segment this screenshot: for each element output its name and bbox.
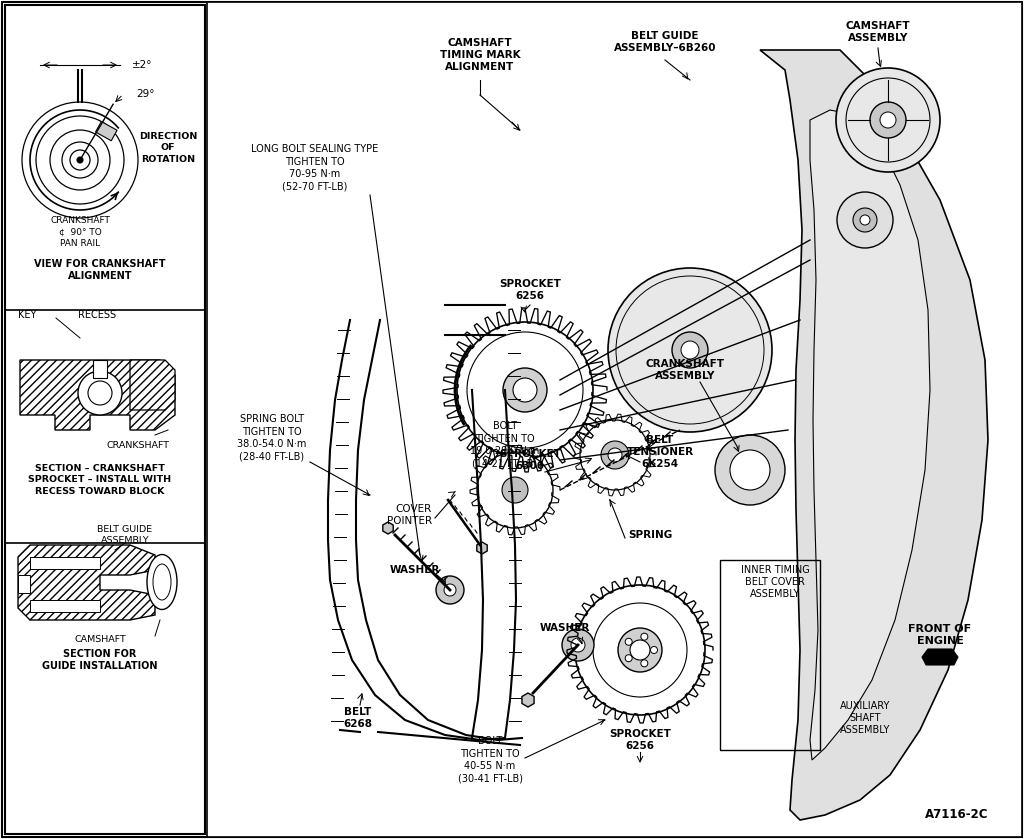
Text: INNER TIMING
BELT COVER
ASSEMBLY: INNER TIMING BELT COVER ASSEMBLY	[740, 565, 809, 599]
Circle shape	[608, 448, 622, 462]
Text: SPROCKET
6306: SPROCKET 6306	[499, 449, 561, 472]
Circle shape	[626, 638, 632, 645]
Text: CAMSHAFT
ASSEMBLY: CAMSHAFT ASSEMBLY	[846, 21, 910, 43]
Circle shape	[672, 332, 708, 368]
Circle shape	[618, 628, 662, 672]
Polygon shape	[18, 545, 155, 620]
Circle shape	[601, 441, 629, 469]
Circle shape	[715, 435, 785, 505]
Polygon shape	[477, 542, 487, 554]
Circle shape	[513, 378, 537, 402]
Polygon shape	[810, 110, 930, 760]
Circle shape	[853, 208, 877, 232]
Circle shape	[77, 157, 83, 163]
Bar	[30, 557, 100, 569]
Polygon shape	[130, 360, 175, 410]
Circle shape	[650, 647, 657, 654]
Text: SPRING BOLT
TIGHTEN TO
38.0-54.0 N·m
(28-40 FT-LB): SPRING BOLT TIGHTEN TO 38.0-54.0 N·m (28…	[238, 414, 306, 461]
Text: A7116-2C: A7116-2C	[925, 809, 988, 821]
Text: CAMSHAFT: CAMSHAFT	[74, 635, 126, 644]
Circle shape	[580, 420, 650, 490]
Text: VIEW FOR CRANKSHAFT
ALIGNMENT: VIEW FOR CRANKSHAFT ALIGNMENT	[34, 258, 166, 281]
Bar	[30, 600, 100, 612]
Circle shape	[477, 452, 553, 528]
Circle shape	[444, 584, 456, 596]
Text: BOLT
TIGHTEN TO
40-55 N·m
(30-41 FT-LB): BOLT TIGHTEN TO 40-55 N·m (30-41 FT-LB)	[458, 737, 522, 784]
Text: BOLT
TIGHTEN TO
19.0-29.0 N·m
(14-21 FT-LB): BOLT TIGHTEN TO 19.0-29.0 N·m (14-21 FT-…	[470, 421, 540, 469]
Text: CRANKSHAFT: CRANKSHAFT	[106, 440, 170, 450]
Text: WASHER: WASHER	[390, 565, 440, 575]
Text: BELT GUIDE
ASSEMBLY: BELT GUIDE ASSEMBLY	[97, 525, 153, 545]
Bar	[5, 5, 205, 834]
Circle shape	[502, 477, 528, 503]
Text: LONG BOLT SEALING TYPE
TIGHTEN TO
70-95 N·m
(52-70 FT-LB): LONG BOLT SEALING TYPE TIGHTEN TO 70-95 …	[251, 144, 379, 191]
Bar	[207, 2, 1022, 837]
Text: COVER
POINTER: COVER POINTER	[387, 503, 432, 526]
Ellipse shape	[147, 555, 177, 609]
Text: DIRECTION
OF
ROTATION: DIRECTION OF ROTATION	[139, 133, 198, 164]
Circle shape	[860, 215, 870, 225]
Circle shape	[503, 368, 547, 412]
Circle shape	[608, 268, 772, 432]
Text: RECESS: RECESS	[78, 310, 116, 320]
Circle shape	[681, 341, 699, 359]
Text: SECTION FOR
GUIDE INSTALLATION: SECTION FOR GUIDE INSTALLATION	[42, 649, 158, 671]
Polygon shape	[95, 122, 117, 141]
Text: CRANKSHAFT
¢  90° TO
PAN RAIL: CRANKSHAFT ¢ 90° TO PAN RAIL	[50, 216, 110, 248]
Text: SPROCKET
6256: SPROCKET 6256	[609, 729, 671, 751]
Circle shape	[88, 381, 112, 405]
Text: SECTION – CRANKSHAFT
SPROCKET – INSTALL WITH
RECESS TOWARD BLOCK: SECTION – CRANKSHAFT SPROCKET – INSTALL …	[29, 465, 172, 496]
Text: FRONT OF
ENGINE: FRONT OF ENGINE	[908, 624, 972, 646]
Polygon shape	[760, 50, 988, 820]
Bar	[93, 360, 106, 378]
Circle shape	[78, 371, 122, 415]
Text: CRANKSHAFT
ASSEMBLY: CRANKSHAFT ASSEMBLY	[645, 359, 725, 381]
Circle shape	[626, 654, 632, 662]
Circle shape	[641, 633, 648, 640]
Text: WASHER: WASHER	[540, 623, 590, 633]
Text: AUXILIARY
SHAFT
ASSEMBLY: AUXILIARY SHAFT ASSEMBLY	[840, 701, 890, 736]
Circle shape	[641, 659, 648, 667]
Text: 29°: 29°	[136, 89, 155, 99]
Bar	[18, 575, 30, 593]
Text: CAMSHAFT
TIMING MARK
ALIGNMENT: CAMSHAFT TIMING MARK ALIGNMENT	[439, 38, 520, 72]
Polygon shape	[922, 649, 958, 665]
Circle shape	[575, 585, 705, 715]
Text: BELT
TENSIONER
6K254: BELT TENSIONER 6K254	[627, 435, 693, 469]
Text: KEY: KEY	[18, 310, 37, 320]
Circle shape	[870, 102, 906, 138]
Text: SPROCKET
6256: SPROCKET 6256	[499, 279, 561, 301]
Circle shape	[457, 322, 593, 458]
Text: SPRING: SPRING	[628, 530, 672, 540]
Circle shape	[571, 638, 585, 652]
Circle shape	[730, 450, 770, 490]
Text: BELT GUIDE
ASSEMBLY–6B260: BELT GUIDE ASSEMBLY–6B260	[613, 31, 716, 53]
Circle shape	[630, 640, 650, 660]
Circle shape	[837, 192, 893, 248]
Polygon shape	[383, 522, 393, 534]
Polygon shape	[20, 360, 175, 430]
Polygon shape	[522, 693, 535, 707]
Circle shape	[562, 629, 594, 661]
Circle shape	[836, 68, 940, 172]
Circle shape	[436, 576, 464, 604]
Text: ±2°: ±2°	[132, 60, 153, 70]
Circle shape	[880, 112, 896, 128]
Text: BELT
6268: BELT 6268	[343, 706, 373, 729]
